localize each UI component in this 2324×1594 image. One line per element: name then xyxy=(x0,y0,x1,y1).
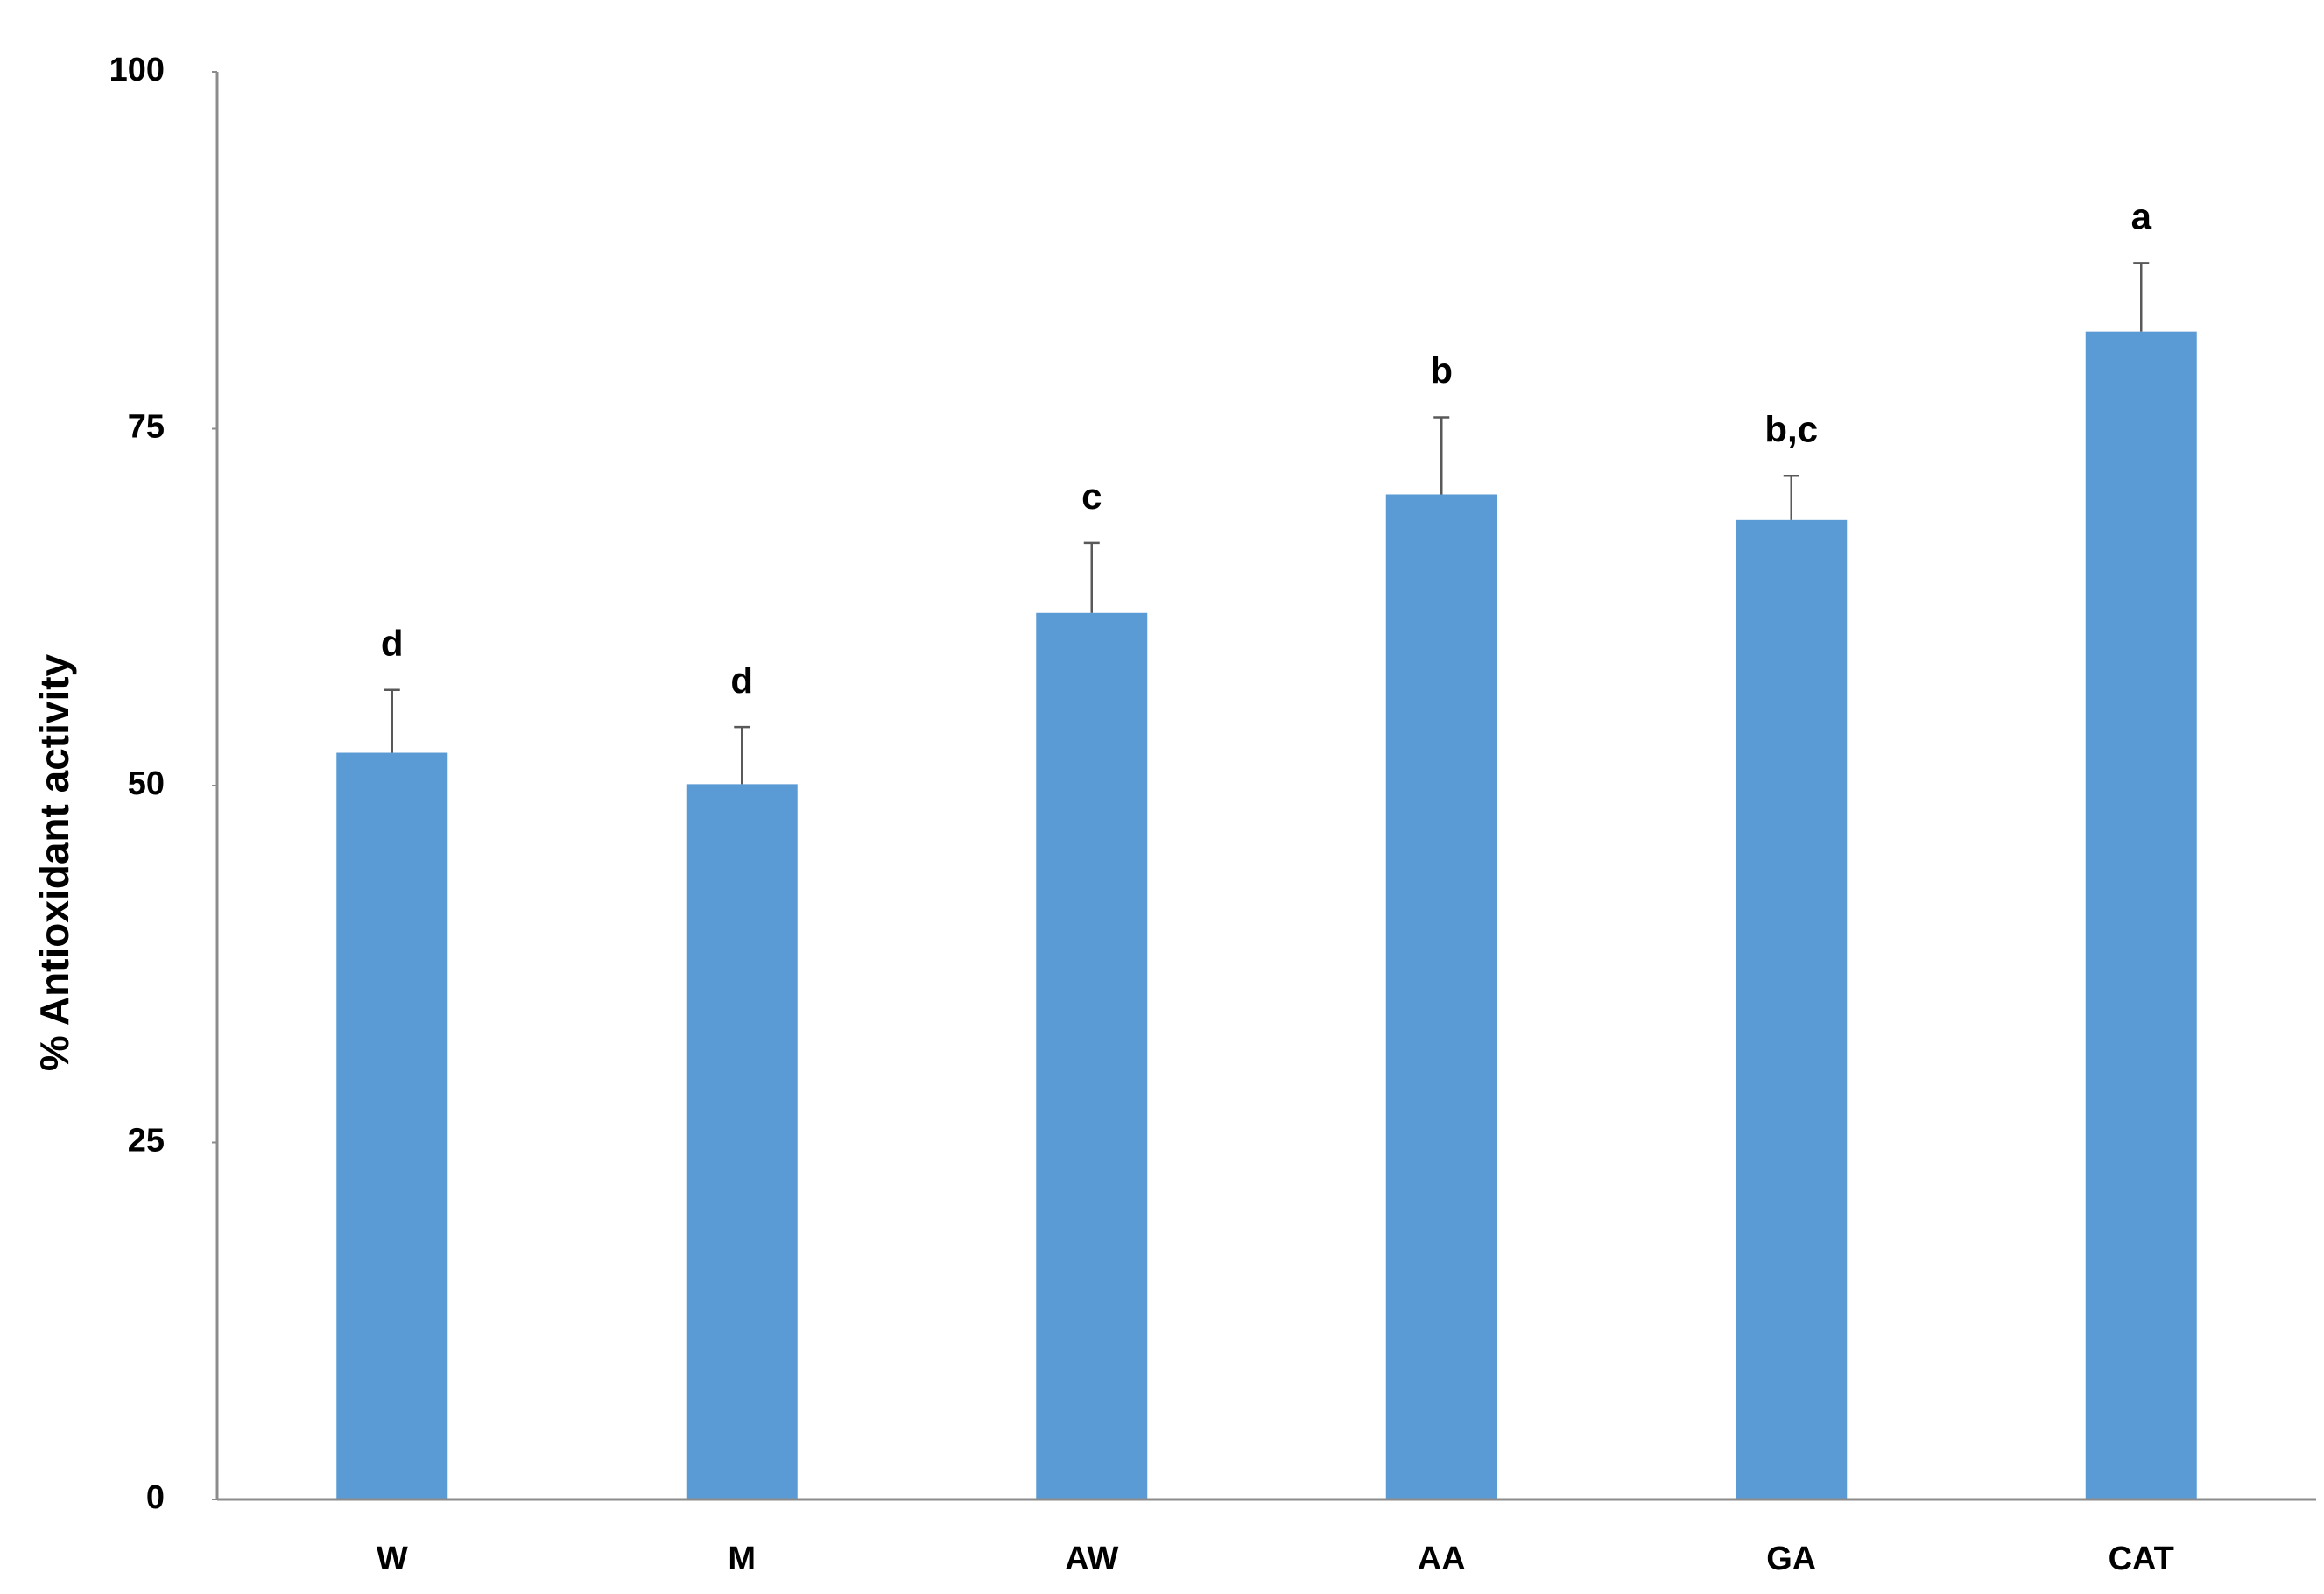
y-tick-label: 50 xyxy=(128,765,165,802)
significance-label: d xyxy=(730,659,753,701)
significance-label: d xyxy=(381,623,404,664)
bar xyxy=(1385,494,1497,1499)
bar xyxy=(1736,519,1848,1499)
x-tick-label: M xyxy=(728,1541,756,1577)
significance-label: b xyxy=(1430,350,1453,391)
x-tick-label: AW xyxy=(1065,1541,1118,1577)
y-tick-label: 100 xyxy=(109,52,165,88)
x-tick-label: W xyxy=(377,1541,408,1577)
y-tick-label: 0 xyxy=(146,1479,165,1516)
significance-label: c xyxy=(1081,476,1102,517)
y-tick-label: 25 xyxy=(128,1123,165,1160)
y-axis-label: % Antioxidant activity xyxy=(32,653,77,1071)
significance-label: b,c xyxy=(1764,408,1818,449)
bar xyxy=(336,752,448,1499)
x-tick-label: CAT xyxy=(2109,1541,2174,1577)
x-tick-label: GA xyxy=(1766,1541,1816,1577)
significance-label: a xyxy=(2131,196,2152,237)
x-tick-label: AA xyxy=(1418,1541,1466,1577)
bar xyxy=(2085,331,2197,1499)
bar xyxy=(1036,612,1148,1499)
y-tick-label: 75 xyxy=(128,409,165,446)
bar xyxy=(686,784,798,1499)
